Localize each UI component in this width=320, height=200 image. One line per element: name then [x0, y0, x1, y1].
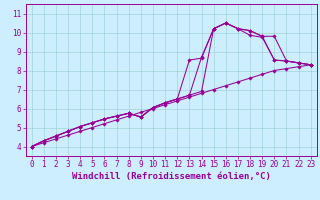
- X-axis label: Windchill (Refroidissement éolien,°C): Windchill (Refroidissement éolien,°C): [72, 172, 271, 181]
